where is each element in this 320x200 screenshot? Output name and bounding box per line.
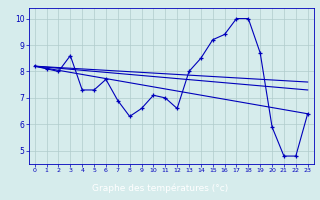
Text: Graphe des températures (°c): Graphe des températures (°c): [92, 184, 228, 193]
